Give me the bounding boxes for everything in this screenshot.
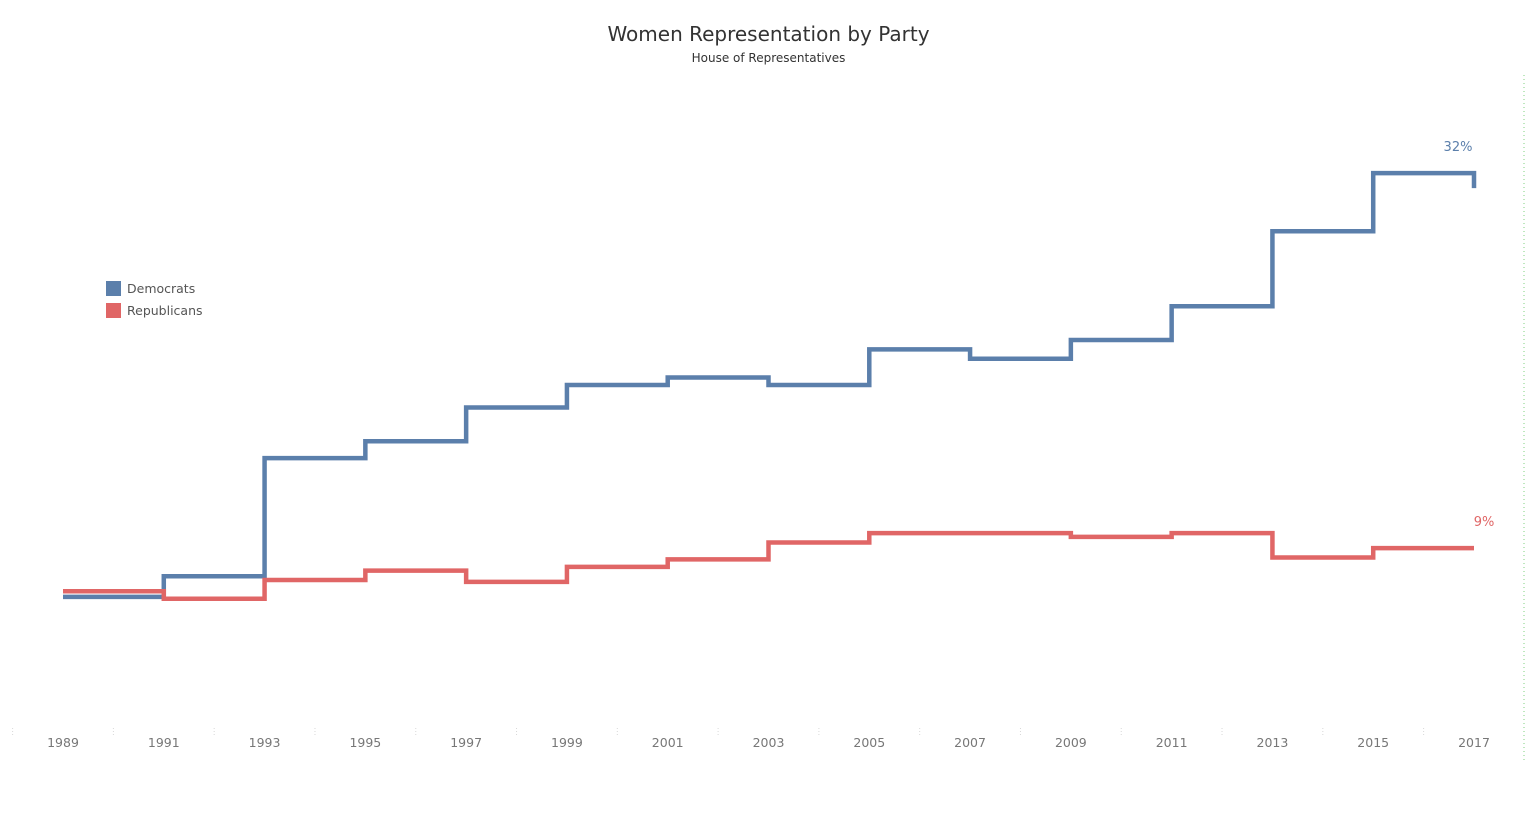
legend-label-democrats: Democrats [127, 280, 196, 296]
end-labels: 32% 9% [1444, 140, 1495, 530]
x-tick-label-2005: 2005 [853, 735, 885, 750]
series-line-democrats[interactable] [63, 170, 1477, 600]
end-label-republicans: 9% [1474, 515, 1495, 530]
chart-title: Women Representation by Party [607, 22, 930, 46]
legend-label-republicans: Republicans [127, 302, 203, 318]
x-tick-label-1999: 1999 [551, 735, 583, 750]
legend-swatch-democrats [106, 280, 121, 296]
legend-item-republicans[interactable]: Republicans [106, 299, 203, 321]
x-tick-label-2007: 2007 [954, 735, 986, 750]
end-label-democrats: 32% [1444, 140, 1473, 155]
x-tick-label-2017: 2017 [1458, 735, 1490, 750]
x-tick-label-1995: 1995 [349, 735, 381, 750]
chart-subtitle: House of Representatives [691, 51, 846, 65]
legend: Democrats Republicans [106, 277, 203, 321]
x-tick-label-2001: 2001 [652, 735, 684, 750]
series-line-republicans[interactable] [63, 530, 1474, 601]
legend-item-democrats[interactable]: Democrats [106, 277, 203, 299]
x-tick-label-1993: 1993 [249, 735, 281, 750]
x-tick-label-2011: 2011 [1156, 735, 1188, 750]
x-tick-label-2013: 2013 [1257, 735, 1289, 750]
legend-swatch-republicans [106, 302, 121, 318]
x-tick-label-1997: 1997 [450, 735, 482, 750]
x-tick-label-2015: 2015 [1357, 735, 1389, 750]
x-axis: 1989 1991 1993 1995 1997 1999 2001 2003 2005 2007… [12, 728, 1490, 750]
x-tick-label-2009: 2009 [1055, 735, 1087, 750]
x-tick-label-1991: 1991 [148, 735, 180, 750]
x-tick-label-1989: 1989 [47, 735, 79, 750]
x-tick-label-2003: 2003 [753, 735, 785, 750]
series-lines [63, 170, 1477, 601]
